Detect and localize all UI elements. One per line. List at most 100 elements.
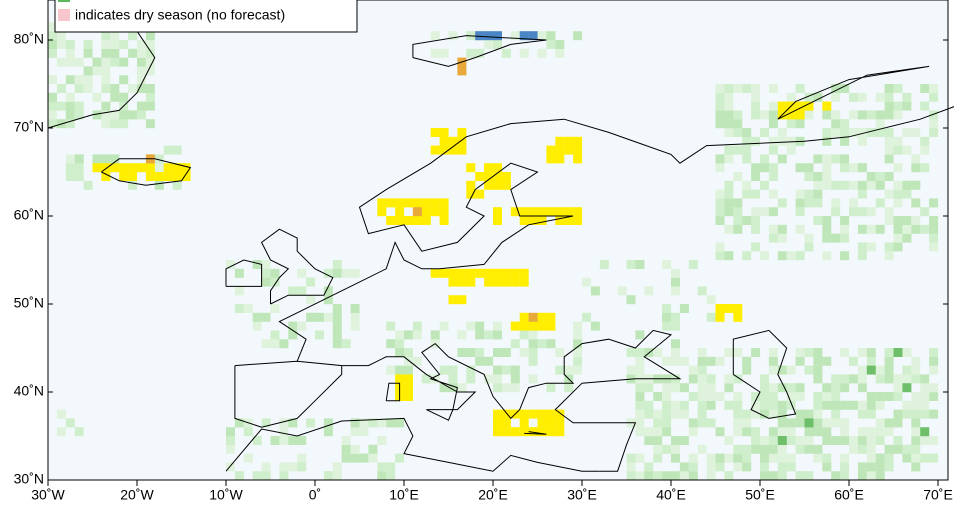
dry-signal-cell <box>493 418 502 428</box>
wet-cell <box>724 207 734 217</box>
wet-cell <box>697 418 707 428</box>
wet-cell <box>822 128 832 137</box>
wet-cell <box>831 233 841 243</box>
wet-cell <box>493 374 502 384</box>
wet-cell <box>724 119 734 129</box>
wet-cell <box>849 444 858 454</box>
wet-cell <box>893 145 903 155</box>
wet-cell <box>671 471 680 481</box>
wet-cell <box>679 409 689 419</box>
wet-cell <box>742 136 752 146</box>
wet-cell <box>733 224 743 234</box>
wet-cell <box>715 242 725 252</box>
wet-cell <box>831 409 841 419</box>
wet-cell <box>306 312 316 322</box>
wet-cell <box>332 339 342 349</box>
wet-cell <box>653 427 663 437</box>
wet-cell <box>145 40 155 49</box>
wet-cell <box>929 119 939 129</box>
wet-cell <box>840 136 850 146</box>
wet-cell <box>857 251 867 261</box>
wet-cell <box>386 339 396 349</box>
wet-cell <box>475 356 485 366</box>
wet-cell <box>493 348 502 357</box>
dry-signal-cell <box>510 321 520 331</box>
wet-cell <box>395 453 405 463</box>
wet-cell <box>261 462 271 472</box>
dry-signal-cell <box>439 268 449 278</box>
wet-cell <box>101 66 111 76</box>
wet-cell <box>777 462 787 472</box>
wet-cell <box>849 180 858 190</box>
wet-cell <box>226 436 235 445</box>
wet-cell <box>279 418 289 428</box>
wet-cell <box>786 383 796 393</box>
dry-signal-cell <box>484 268 494 278</box>
coastline <box>341 329 682 472</box>
wet-cell <box>332 462 342 472</box>
wet-cell <box>857 92 867 102</box>
wet-cell <box>795 356 805 366</box>
wet-cell <box>911 453 921 463</box>
wet-cell <box>475 48 485 58</box>
wet-cell <box>279 427 289 437</box>
wet-cell <box>804 92 814 102</box>
wet-cell <box>706 418 716 428</box>
wet-cell <box>332 268 342 278</box>
wet-cell <box>804 409 814 419</box>
wet-cell <box>546 31 556 41</box>
dry-signal-cell <box>564 145 574 155</box>
wet-cell <box>439 383 449 393</box>
wet-cell <box>590 286 600 296</box>
dry-signal-cell <box>439 128 449 137</box>
wet-cell <box>626 260 636 269</box>
wet-cell <box>137 48 146 58</box>
wet-cell <box>884 374 894 384</box>
dry-signal-cell <box>493 268 502 278</box>
wet-cell <box>893 180 903 190</box>
wet-cell <box>252 436 262 445</box>
wet-cell <box>662 260 672 269</box>
legend: indicates dry season (no forecast) <box>54 0 358 33</box>
wet-cell <box>83 75 93 85</box>
wet-cell <box>884 444 894 454</box>
wet-cell <box>902 453 912 463</box>
wet-cell <box>350 418 360 428</box>
wet-cell <box>288 436 298 445</box>
wet-cell <box>813 400 823 410</box>
wet-cell <box>884 462 894 472</box>
wet-cell <box>795 436 805 445</box>
wet-cell <box>920 383 930 393</box>
wet-cell <box>929 392 939 401</box>
wet-cell <box>866 110 876 120</box>
wet-cell <box>688 392 698 401</box>
wet-cell <box>341 444 351 454</box>
wet-cell <box>875 471 885 481</box>
dry-signal-cell <box>457 268 467 278</box>
wet-cell <box>261 471 271 481</box>
wet-cell <box>751 84 761 93</box>
wet-cell <box>484 374 494 384</box>
wet-cell <box>128 48 138 58</box>
wet-cell <box>813 418 823 428</box>
dry-signal-cell <box>822 101 832 111</box>
wet-cell <box>857 242 867 252</box>
coastline <box>225 417 600 472</box>
wet-cell <box>65 172 75 181</box>
wet-cell <box>840 128 850 137</box>
wet-cell <box>831 92 841 102</box>
wet-cell <box>786 418 796 428</box>
dry-signal-cell <box>421 207 431 217</box>
wet-cell-blue <box>528 31 538 41</box>
dry-signal-cell <box>519 216 529 225</box>
wet-cell <box>635 409 645 419</box>
wet-cell <box>733 216 743 225</box>
wet-cell <box>137 110 146 120</box>
wet-cell <box>110 31 120 41</box>
wet-cell <box>893 101 903 111</box>
dry-signal-cell <box>564 207 574 217</box>
wet-cell <box>857 207 867 217</box>
wet-cell <box>65 154 75 164</box>
wet-cell <box>840 471 850 481</box>
